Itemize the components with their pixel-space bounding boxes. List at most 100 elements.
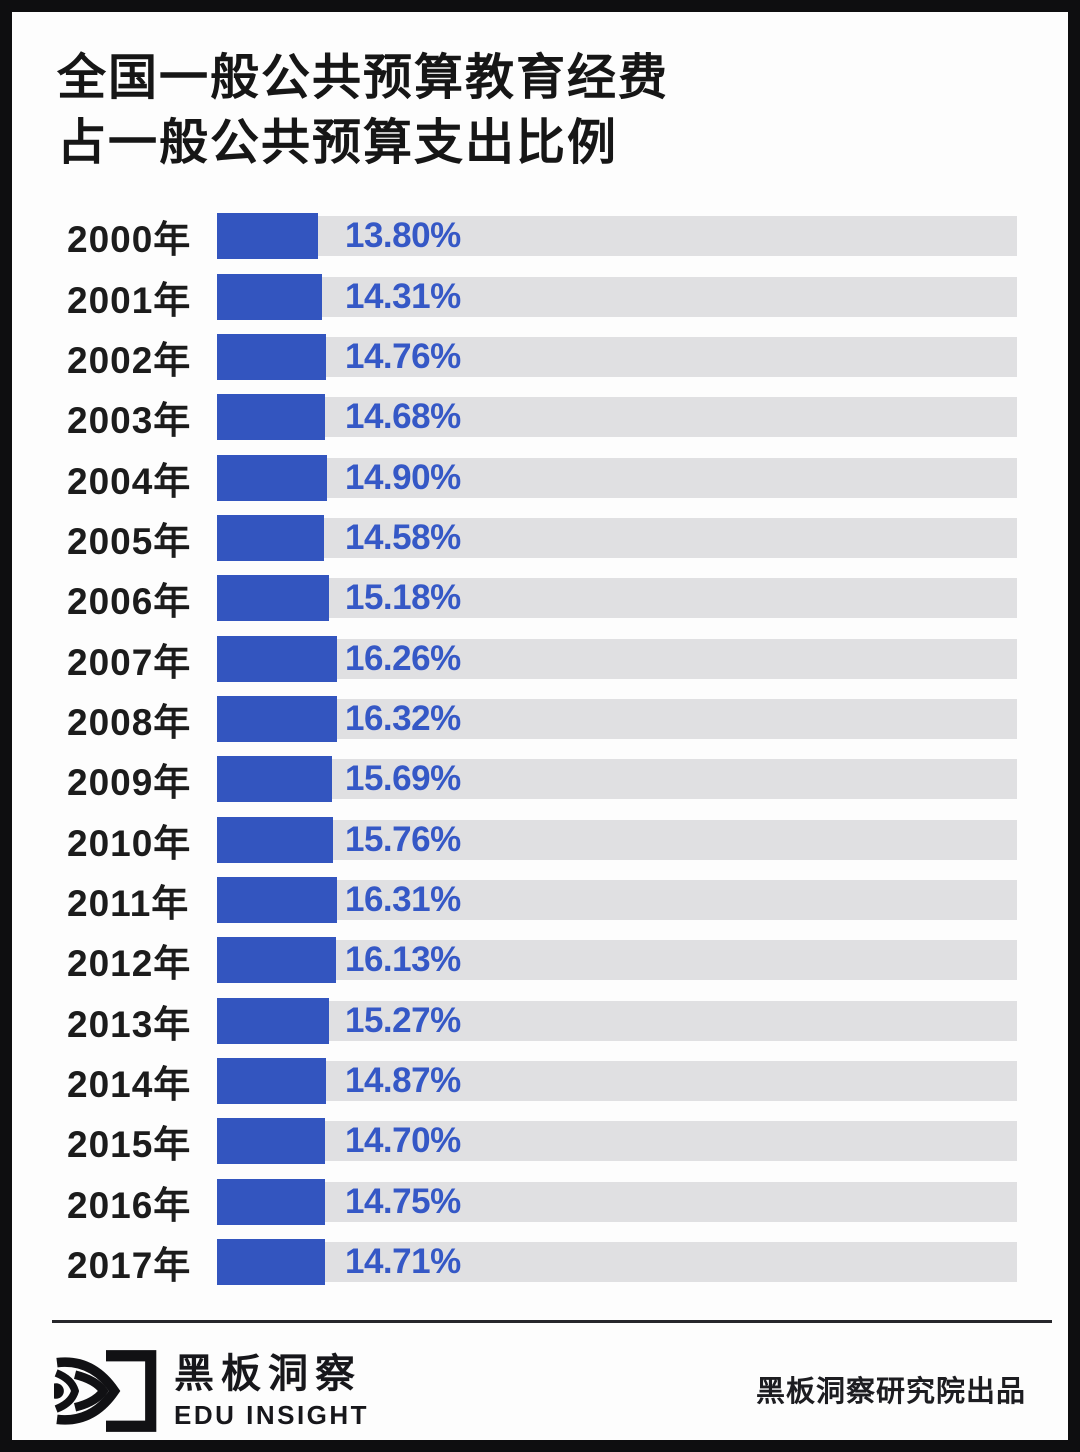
bar-fill bbox=[217, 1057, 327, 1104]
page-title-line2: 占一般公共预算支出比例 bbox=[57, 115, 619, 170]
bar-track: 16.32% bbox=[217, 695, 1017, 742]
year-label: 2002年 bbox=[67, 339, 192, 381]
value-label: 14.75% bbox=[345, 1181, 461, 1221]
value-label: 16.31% bbox=[345, 879, 461, 919]
value-label: 14.70% bbox=[345, 1121, 461, 1161]
edu-insight-eye-logo-icon bbox=[54, 1350, 157, 1432]
value-label: 15.27% bbox=[345, 1000, 461, 1040]
bar-row: 2016年 14.75% bbox=[67, 1172, 1037, 1232]
page-title: 全国一般公共预算教育经费 占一般公共预算支出比例 bbox=[57, 46, 669, 175]
bar-fill bbox=[217, 333, 326, 380]
year-label: 2005年 bbox=[67, 520, 192, 562]
year-label: 2016年 bbox=[67, 1184, 192, 1226]
value-label: 15.18% bbox=[345, 578, 461, 618]
year-label: 2013年 bbox=[67, 1003, 192, 1045]
bar-row: 2009年 15.69% bbox=[67, 749, 1037, 809]
bar-track: 14.71% bbox=[217, 1239, 1017, 1286]
value-label: 14.76% bbox=[345, 336, 461, 376]
page-title-line1: 全国一般公共预算教育经费 bbox=[57, 51, 670, 105]
value-label: 16.32% bbox=[345, 698, 461, 738]
value-label: 14.90% bbox=[345, 457, 461, 497]
bar-track: 15.76% bbox=[217, 816, 1017, 863]
bar-fill bbox=[217, 514, 325, 561]
brand-text: 黑板洞察 EDU INSIGHT bbox=[174, 1352, 369, 1431]
bar-fill bbox=[217, 635, 337, 682]
bar-fill bbox=[217, 1178, 326, 1225]
bar-fill bbox=[217, 454, 327, 501]
bar-row: 2001年 14.31% bbox=[67, 266, 1037, 326]
bar-fill bbox=[217, 575, 329, 622]
bar-row: 2004年 14.90% bbox=[67, 447, 1037, 507]
footer-divider bbox=[52, 1320, 1052, 1323]
bar-row: 2014年 14.87% bbox=[67, 1051, 1037, 1111]
year-label: 2015年 bbox=[67, 1124, 192, 1166]
bar-fill bbox=[217, 1118, 325, 1165]
bar-track: 14.76% bbox=[217, 333, 1017, 380]
year-label: 2014年 bbox=[67, 1063, 192, 1105]
bar-track: 16.31% bbox=[217, 876, 1017, 923]
footer-credit: 黑板洞察研究院出品 bbox=[755, 1376, 1026, 1408]
bar-row: 2007年 16.26% bbox=[67, 628, 1037, 688]
year-label: 2011年 bbox=[67, 882, 190, 924]
bar-row: 2010年 15.76% bbox=[67, 809, 1037, 869]
year-label: 2017年 bbox=[67, 1245, 192, 1287]
year-label: 2006年 bbox=[67, 581, 192, 623]
bar-track: 14.90% bbox=[217, 454, 1017, 501]
value-label: 16.26% bbox=[345, 638, 461, 678]
bar-fill bbox=[217, 756, 333, 803]
bar-track: 14.58% bbox=[217, 514, 1017, 561]
bar-fill bbox=[217, 937, 336, 984]
bar-fill bbox=[217, 273, 323, 320]
bar-track: 15.18% bbox=[217, 575, 1017, 622]
bar-track: 15.27% bbox=[217, 997, 1017, 1044]
bar-track: 14.31% bbox=[217, 273, 1017, 320]
bar-fill bbox=[217, 816, 333, 863]
bar-row: 2017年 14.71% bbox=[67, 1232, 1037, 1292]
value-label: 16.13% bbox=[345, 940, 461, 980]
year-label: 2007年 bbox=[67, 641, 192, 683]
bar-row: 2003年 14.68% bbox=[67, 387, 1037, 447]
value-label: 14.58% bbox=[345, 517, 461, 557]
brand-name-en: EDU INSIGHT bbox=[174, 1399, 370, 1430]
bar-track: 14.68% bbox=[217, 394, 1017, 441]
year-label: 2000年 bbox=[67, 219, 192, 261]
bar-fill bbox=[217, 394, 325, 441]
bar-row: 2008年 16.32% bbox=[67, 689, 1037, 749]
bar-fill bbox=[217, 1239, 326, 1286]
year-label: 2003年 bbox=[67, 400, 192, 442]
bar-track: 16.13% bbox=[217, 937, 1017, 984]
value-label: 14.31% bbox=[345, 276, 461, 316]
year-label: 2012年 bbox=[67, 943, 192, 985]
value-label: 14.68% bbox=[345, 397, 461, 437]
bar-fill bbox=[217, 997, 330, 1044]
bar-chart: 2000年 13.80% 2001年 14.31% 2002年 14.76% 2003年 14… bbox=[67, 206, 1037, 1292]
bar-fill bbox=[217, 876, 337, 923]
brand-name-cn: 黑板洞察 bbox=[174, 1351, 362, 1396]
year-label: 2008年 bbox=[67, 701, 192, 743]
bar-row: 2015年 14.70% bbox=[67, 1111, 1037, 1171]
bar-track: 16.26% bbox=[217, 635, 1017, 682]
bar-row: 2013年 15.27% bbox=[67, 990, 1037, 1050]
value-label: 15.76% bbox=[345, 819, 461, 859]
bar-fill bbox=[217, 213, 319, 260]
bar-track: 14.87% bbox=[217, 1057, 1017, 1104]
bar-track: 14.70% bbox=[217, 1118, 1017, 1165]
bar-track: 14.75% bbox=[217, 1178, 1017, 1225]
bar-row: 2006年 15.18% bbox=[67, 568, 1037, 628]
bar-row: 2005年 14.58% bbox=[67, 508, 1037, 568]
bar-track: 13.80% bbox=[217, 213, 1017, 260]
year-label: 2001年 bbox=[67, 279, 192, 321]
year-label: 2004年 bbox=[67, 460, 192, 502]
bar-row: 2000年 13.80% bbox=[67, 206, 1037, 266]
value-label: 14.87% bbox=[345, 1060, 461, 1100]
footer-brand: 黑板洞察 EDU INSIGHT bbox=[54, 1348, 369, 1434]
bar-track: 15.69% bbox=[217, 756, 1017, 803]
bar-fill bbox=[217, 695, 337, 742]
value-label: 13.80% bbox=[345, 216, 461, 256]
bar-row: 2012年 16.13% bbox=[67, 930, 1037, 990]
bar-row: 2011年 16.31% bbox=[67, 870, 1037, 930]
value-label: 14.71% bbox=[345, 1242, 461, 1282]
value-label: 15.69% bbox=[345, 759, 461, 799]
year-label: 2010年 bbox=[67, 822, 192, 864]
bar-row: 2002年 14.76% bbox=[67, 327, 1037, 387]
